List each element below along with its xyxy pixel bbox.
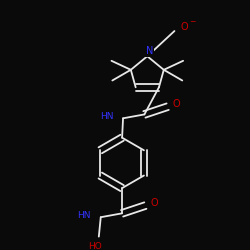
Text: HN: HN	[100, 112, 113, 121]
Text: O: O	[172, 99, 180, 109]
Text: −: −	[189, 17, 195, 26]
Text: O: O	[180, 22, 188, 32]
Text: HN: HN	[78, 211, 91, 220]
Text: O: O	[150, 198, 158, 208]
Text: N: N	[146, 46, 153, 56]
Text: HO: HO	[88, 242, 102, 250]
